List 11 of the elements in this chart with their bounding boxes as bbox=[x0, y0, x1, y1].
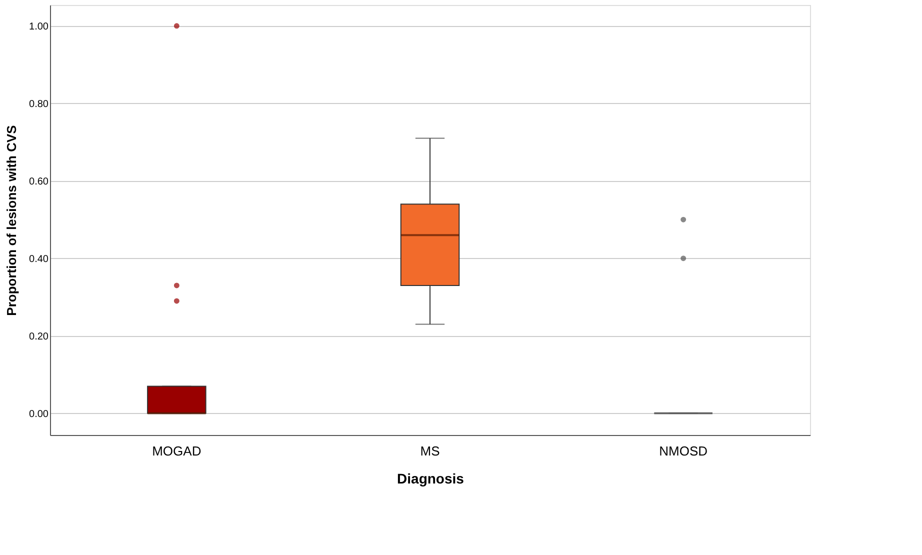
y-tick-label: 0.80 bbox=[29, 98, 49, 110]
x-axis-title: Diagnosis bbox=[397, 470, 464, 486]
y-tick-label: 0.00 bbox=[29, 408, 49, 420]
y-tick-label: 1.00 bbox=[29, 21, 49, 32]
y-tick-label: 0.60 bbox=[29, 176, 49, 188]
x-tick-label: NMOSD bbox=[659, 444, 708, 458]
x-tick-label: MS bbox=[420, 444, 440, 458]
x-tick-label: MOGAD bbox=[152, 444, 202, 458]
y-tick-label: 0.40 bbox=[29, 254, 49, 265]
y-tick-label: 0.20 bbox=[29, 331, 49, 342]
y-axis-title: Proportion of lesions with CVS bbox=[4, 124, 20, 316]
